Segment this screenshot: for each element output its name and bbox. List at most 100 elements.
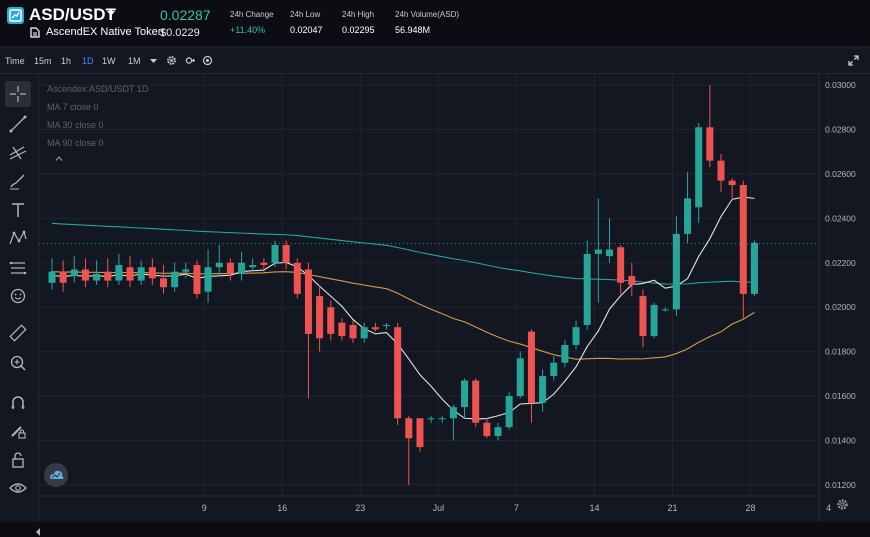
price-tick-label: 0.02600 bbox=[825, 169, 856, 179]
candle-body bbox=[327, 307, 335, 334]
collapse-toolbar-icon[interactable] bbox=[36, 527, 41, 537]
pitchfork-icon bbox=[9, 146, 27, 160]
candlestick-chart[interactable]: 0.03000 0.02800 0.02600 0.02400 0.02200 0.020… bbox=[39, 74, 870, 522]
gear-icon[interactable] bbox=[836, 498, 849, 511]
lock-tool[interactable] bbox=[7, 449, 29, 471]
measure-tool[interactable] bbox=[7, 257, 29, 279]
candle-body bbox=[628, 276, 636, 285]
candle-body bbox=[606, 249, 613, 257]
ma30-line bbox=[51, 271, 755, 360]
stat-24h-change-label: 24h Change bbox=[230, 10, 274, 19]
candle-body bbox=[349, 324, 357, 339]
fib-tool[interactable] bbox=[7, 141, 29, 163]
moving-averages bbox=[51, 196, 755, 420]
ruler-tool[interactable] bbox=[7, 322, 29, 344]
price-tick-label: 0.01800 bbox=[825, 347, 856, 357]
candle-body bbox=[661, 309, 669, 311]
zoom-tool[interactable] bbox=[7, 352, 29, 374]
token-name[interactable]: AscendEX Native Token bbox=[46, 26, 164, 38]
price-tick-label: 0.01400 bbox=[825, 435, 856, 445]
candle-body bbox=[494, 427, 502, 437]
candle-body bbox=[505, 396, 513, 428]
smiley-icon bbox=[10, 288, 26, 304]
candle-body bbox=[684, 198, 692, 234]
stat-24h-change-value: +11.40% bbox=[230, 25, 266, 35]
candle-body bbox=[427, 418, 435, 420]
candle-body bbox=[104, 271, 112, 281]
timeframe-15m[interactable]: 15m bbox=[34, 56, 52, 66]
price-tick-label: 0.02200 bbox=[825, 258, 856, 268]
eye-icon bbox=[9, 483, 27, 493]
time-tick-label: 16 bbox=[277, 503, 287, 513]
price-chart[interactable]: 0.03000 0.02800 0.02600 0.02400 0.02200 0.020… bbox=[39, 74, 870, 522]
symbol-selector[interactable]: ASD/USDT bbox=[29, 5, 116, 24]
candle-body bbox=[81, 269, 89, 281]
time-label[interactable]: Time bbox=[5, 56, 25, 66]
candle-body bbox=[338, 322, 346, 337]
candle-body bbox=[728, 180, 736, 186]
legend-ma7[interactable]: MA 7 close 0 bbox=[47, 102, 99, 112]
candle-body bbox=[483, 422, 491, 437]
stat-24h-volume-label: 24h Volume(ASD) bbox=[395, 10, 460, 19]
document-icon bbox=[30, 27, 40, 38]
candle-body bbox=[137, 267, 145, 281]
candle-body bbox=[472, 380, 480, 423]
legend-ma90[interactable]: MA 90 close 0 bbox=[47, 138, 104, 148]
ticker-header: ASD/USDT 0.02287 AscendEX Native Token $… bbox=[0, 0, 870, 47]
chevron-down-icon[interactable] bbox=[107, 11, 115, 16]
candle-body bbox=[583, 253, 591, 325]
timeframe-1d[interactable]: 1D bbox=[82, 56, 94, 66]
timeframe-1h[interactable]: 1h bbox=[61, 56, 72, 66]
candle-body bbox=[650, 304, 658, 337]
lock-drawing-tool[interactable] bbox=[7, 420, 29, 442]
candle-body bbox=[371, 327, 379, 330]
unlock-icon bbox=[12, 452, 24, 468]
last-price: 0.02287 bbox=[160, 7, 211, 23]
candle-body bbox=[550, 362, 558, 377]
ma90-line bbox=[51, 222, 755, 285]
crosshair-icon bbox=[10, 86, 26, 102]
tradingview-logo[interactable] bbox=[44, 463, 68, 487]
drawing-toolbar bbox=[0, 74, 40, 536]
candle-body bbox=[539, 376, 547, 403]
time-tick-label: 7 bbox=[514, 503, 519, 513]
ma7-line bbox=[51, 196, 755, 420]
chart-toolbar: Time 15m 1h 1D 1W 1M bbox=[0, 49, 870, 74]
candle-body bbox=[717, 160, 725, 181]
candle-body bbox=[438, 418, 446, 420]
brush-icon bbox=[10, 174, 25, 190]
compare-icon[interactable] bbox=[185, 55, 196, 66]
ruler-icon bbox=[9, 324, 27, 342]
chevron-down-icon[interactable] bbox=[148, 55, 159, 66]
crosshair-tool-highlight bbox=[5, 81, 31, 107]
candle-body bbox=[93, 273, 101, 281]
candle-body bbox=[461, 380, 469, 408]
candle-body bbox=[249, 265, 257, 268]
crosshair-tool[interactable] bbox=[7, 83, 29, 105]
text-icon bbox=[12, 203, 24, 217]
fullscreen-icon[interactable] bbox=[848, 55, 859, 66]
candle-body bbox=[527, 331, 535, 403]
gear-icon[interactable] bbox=[166, 55, 177, 66]
timeframe-1w[interactable]: 1W bbox=[102, 56, 116, 66]
candle-body bbox=[148, 267, 156, 279]
trend-line-tool[interactable] bbox=[7, 113, 29, 135]
timeframe-1m[interactable]: 1M bbox=[128, 56, 141, 66]
candle-body bbox=[405, 418, 413, 439]
price-tick-label: 0.01600 bbox=[825, 391, 856, 401]
snapshot-icon[interactable] bbox=[202, 55, 213, 66]
text-tool[interactable] bbox=[7, 199, 29, 221]
chevron-up-icon[interactable] bbox=[55, 156, 63, 161]
magnet-tool[interactable] bbox=[7, 392, 29, 414]
legend-ma30[interactable]: MA 30 close 0 bbox=[47, 120, 104, 130]
candle-body bbox=[594, 249, 602, 254]
candle-body bbox=[171, 271, 179, 288]
trend-line-icon bbox=[9, 115, 27, 133]
visibility-tool[interactable] bbox=[7, 477, 29, 499]
candle-body bbox=[215, 262, 223, 268]
pattern-tool[interactable] bbox=[7, 227, 29, 249]
stat-24h-high-label: 24h High bbox=[342, 10, 375, 19]
time-tick-label: 9 bbox=[202, 503, 207, 513]
brush-tool[interactable] bbox=[7, 170, 29, 192]
emoji-tool[interactable] bbox=[7, 285, 29, 307]
